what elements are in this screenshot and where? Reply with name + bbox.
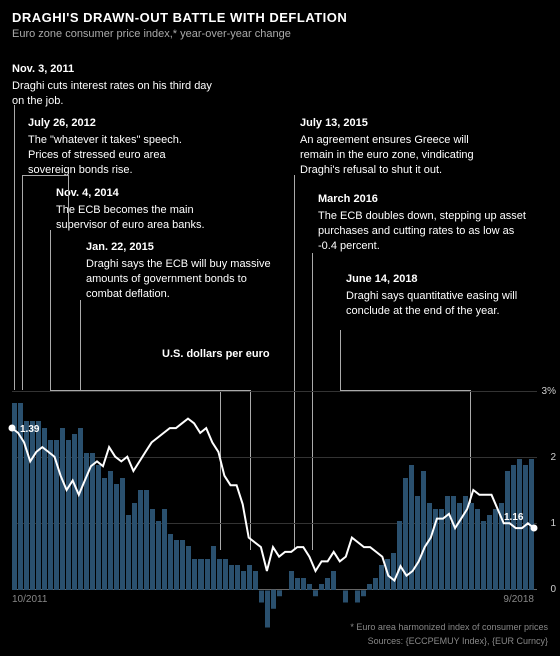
annotation-text: An agreement ensures Greece will remain … xyxy=(300,133,500,178)
annotation-5: July 13, 2015 An agreement ensures Greec… xyxy=(300,116,500,177)
annotation-date: Nov. 4, 2014 xyxy=(56,186,236,201)
leader-line xyxy=(340,330,341,390)
y-tick: 0 xyxy=(550,584,556,595)
annotation-text: Draghi cuts interest rates on his third … xyxy=(12,79,212,109)
annotation-text: The "whatever it takes" speech. Prices o… xyxy=(28,133,208,178)
bar xyxy=(343,590,348,603)
leader-line xyxy=(22,175,23,390)
annotation-date: March 2016 xyxy=(318,192,528,207)
leader-line xyxy=(22,175,68,176)
line-end-dot xyxy=(531,525,538,532)
annotation-text: The ECB becomes the main supervisor of e… xyxy=(56,203,236,233)
annotation-text: Draghi says quantitative easing will con… xyxy=(346,289,546,319)
usd-label: U.S. dollars per euro xyxy=(162,348,270,360)
bar xyxy=(259,590,264,603)
y-tick: 1 xyxy=(550,518,556,529)
annotation-date: Jan. 22, 2015 xyxy=(86,240,276,255)
usd-line xyxy=(12,419,534,581)
x-start-label: 10/2011 xyxy=(12,594,47,605)
bar xyxy=(271,590,276,609)
bar xyxy=(277,590,282,596)
annotation-2: July 26, 2012 The "whatever it takes" sp… xyxy=(28,116,208,177)
bar xyxy=(313,590,318,596)
chart-plot: U.S. dollars per euro 1.39 1.16 0 1 2 3%… xyxy=(12,390,534,590)
footnote: * Euro area harmonized index of consumer… xyxy=(350,622,548,632)
annotation-text: The ECB doubles down, stepping up asset … xyxy=(318,209,528,254)
chart-subtitle: Euro zone consumer price index,* year-ov… xyxy=(12,28,291,40)
bar xyxy=(355,590,360,603)
leader-line xyxy=(50,230,51,390)
annotation-1: Nov. 3, 2011 Draghi cuts interest rates … xyxy=(12,62,212,109)
annotation-date: Nov. 3, 2011 xyxy=(12,62,212,77)
line-series xyxy=(12,390,534,590)
chart-title: DRAGHI'S DRAWN-OUT BATTLE WITH DEFLATION xyxy=(12,10,347,25)
line-start-dot xyxy=(9,425,16,432)
x-end-label: 9/2018 xyxy=(503,594,534,605)
leader-line xyxy=(68,175,69,225)
annotation-4: Jan. 22, 2015 Draghi says the ECB will b… xyxy=(86,240,276,301)
annotation-7: June 14, 2018 Draghi says quantitative e… xyxy=(346,272,546,319)
bar xyxy=(265,590,270,628)
leader-line xyxy=(14,105,15,390)
y-tick: 3% xyxy=(542,386,556,397)
leader-line xyxy=(80,300,81,390)
chart-container: DRAGHI'S DRAWN-OUT BATTLE WITH DEFLATION… xyxy=(0,0,560,656)
annotation-3: Nov. 4, 2014 The ECB becomes the main su… xyxy=(56,186,236,233)
y-tick: 2 xyxy=(550,452,556,463)
annotation-6: March 2016 The ECB doubles down, steppin… xyxy=(318,192,528,253)
annotation-text: Draghi says the ECB will buy massive amo… xyxy=(86,257,276,302)
line-end-label: 1.16 xyxy=(504,512,523,523)
annotation-date: July 26, 2012 xyxy=(28,116,208,131)
line-start-label: 1.39 xyxy=(20,424,39,435)
sources: Sources: {ECCPEMUY Index}, {EUR Curncy} xyxy=(368,636,548,646)
annotation-date: July 13, 2015 xyxy=(300,116,500,131)
annotation-date: June 14, 2018 xyxy=(346,272,546,287)
bar xyxy=(361,590,366,596)
